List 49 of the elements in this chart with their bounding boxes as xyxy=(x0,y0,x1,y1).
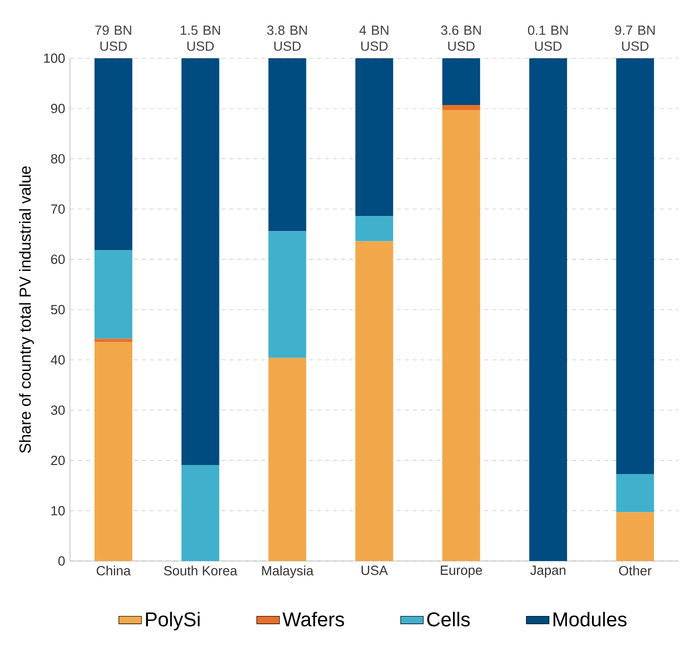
y-tick-label: 100 xyxy=(44,53,65,63)
annotation: 3.6 BN USD xyxy=(441,25,481,51)
x-tick-label: Other xyxy=(619,566,652,576)
y-tick-label: 40 xyxy=(50,355,65,365)
y-tick-label: 10 xyxy=(51,506,65,516)
bar xyxy=(442,104,480,110)
legend-label: Modules xyxy=(554,612,627,626)
bar xyxy=(94,58,132,250)
x-tick-label: Europe xyxy=(440,566,482,578)
x-tick-label: Japan xyxy=(530,566,566,578)
y-axis-title: Share of country total PV industrial value xyxy=(19,166,34,453)
y-tick-label: 0 xyxy=(58,556,65,566)
legend-label: Wafers xyxy=(282,612,344,626)
bar xyxy=(268,58,306,232)
bar xyxy=(355,216,394,242)
y-tick-label: 90 xyxy=(51,104,65,114)
x-tick-label: USA xyxy=(362,566,388,576)
bar xyxy=(529,58,568,561)
bar xyxy=(181,58,220,465)
x-tick-label: Malaysia xyxy=(262,566,314,578)
annotation: 1.5 BN USD xyxy=(180,26,220,51)
annotation: 4 BN USD xyxy=(359,26,388,51)
bar xyxy=(616,58,654,474)
bar xyxy=(616,474,654,512)
annotation: 3.8 BN USD xyxy=(267,25,307,51)
bar xyxy=(442,58,480,105)
annotation: 9.7 BN USD xyxy=(615,25,655,51)
legend-label: PolySi xyxy=(146,612,200,630)
annotation: 79 BN USD xyxy=(95,25,132,51)
annotation: 0.1 BN USD xyxy=(528,25,568,51)
bar xyxy=(94,250,132,339)
y-tick-label: 70 xyxy=(51,204,65,214)
bar xyxy=(94,342,132,561)
bar xyxy=(355,241,394,561)
x-tick-label: China xyxy=(96,566,131,576)
y-tick-label: 30 xyxy=(50,405,65,415)
bar xyxy=(616,512,654,561)
y-tick-label: 20 xyxy=(51,456,65,466)
y-tick-label: 80 xyxy=(51,154,65,164)
bar xyxy=(442,110,480,561)
bar xyxy=(355,58,394,216)
bar xyxy=(94,338,132,342)
bar xyxy=(268,231,306,358)
y-tick-label: 60 xyxy=(51,254,65,264)
bar xyxy=(181,464,220,561)
legend-label: Cells xyxy=(427,612,470,626)
y-tick-label: 50 xyxy=(51,304,65,314)
bar xyxy=(268,358,306,561)
x-tick-label: South Korea xyxy=(164,566,238,576)
